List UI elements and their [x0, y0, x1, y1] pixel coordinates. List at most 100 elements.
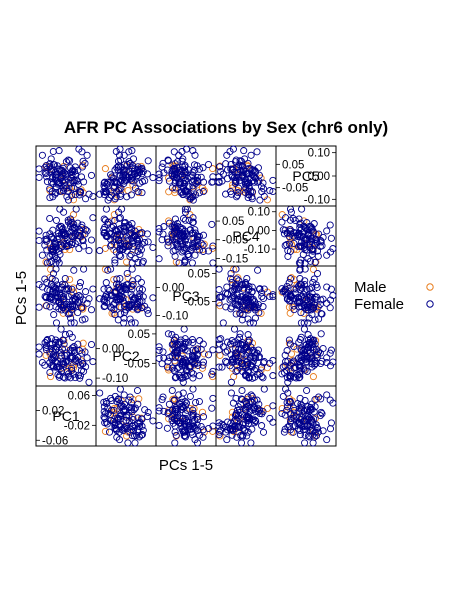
data-point-female	[103, 231, 111, 239]
data-point-female	[43, 178, 51, 186]
data-point-female	[48, 340, 56, 348]
data-point-female	[290, 232, 298, 240]
data-point-female	[158, 163, 166, 171]
data-point-female	[117, 252, 125, 260]
data-point-female	[326, 425, 335, 433]
data-point-female	[123, 269, 131, 278]
data-point-female	[180, 184, 188, 192]
tick-label: 0.05	[282, 159, 304, 171]
data-point-female	[286, 373, 294, 381]
data-point-female	[296, 220, 304, 228]
data-point-female	[128, 319, 136, 327]
data-point-female	[248, 398, 256, 406]
data-point-female	[50, 235, 58, 243]
data-point-female	[232, 156, 240, 164]
data-point-female	[193, 350, 202, 358]
data-point-female	[297, 309, 305, 317]
data-point-female	[181, 373, 189, 381]
data-point-female	[124, 439, 132, 447]
data-point-female	[67, 319, 75, 327]
tick-label: -0.02	[64, 420, 90, 432]
data-point-female	[100, 296, 108, 304]
data-point-female	[131, 294, 139, 302]
data-point-female	[69, 166, 77, 174]
data-point-female	[75, 245, 83, 253]
data-point-female	[144, 157, 152, 165]
data-point-female	[237, 439, 246, 447]
panel-PC4-vs-PC5	[215, 145, 277, 207]
data-point-female	[228, 278, 236, 286]
data-point-female	[238, 360, 246, 368]
data-point-female	[102, 205, 110, 213]
data-point-female	[165, 177, 173, 185]
data-point-female	[50, 161, 58, 169]
data-point-female	[85, 190, 93, 198]
data-point-female	[227, 269, 235, 278]
data-point-female	[258, 293, 266, 301]
data-point-female	[189, 192, 197, 200]
data-point-male	[216, 351, 224, 359]
data-point-female	[215, 299, 223, 307]
data-point-female	[227, 275, 235, 283]
data-point-female	[49, 226, 57, 234]
data-point-female	[290, 373, 298, 381]
data-point-female	[193, 439, 202, 447]
data-point-female	[164, 410, 172, 418]
data-point-female	[155, 346, 163, 354]
data-point-female	[238, 163, 246, 171]
data-point-female	[243, 294, 251, 302]
data-point-female	[196, 246, 204, 254]
data-point-male	[171, 186, 179, 194]
data-point-female	[173, 406, 181, 414]
data-point-female	[103, 180, 111, 188]
data-point-female	[163, 424, 171, 432]
data-point-female	[149, 174, 157, 182]
data-point-female	[111, 256, 119, 264]
data-point-female	[173, 340, 181, 348]
data-point-female	[80, 367, 88, 375]
data-point-female	[62, 158, 70, 166]
data-point-female	[134, 414, 142, 422]
data-point-female	[215, 286, 223, 294]
data-point-female	[294, 400, 302, 408]
data-point-female	[259, 359, 268, 367]
data-point-female	[233, 366, 241, 375]
data-point-female	[238, 169, 246, 177]
data-point-female	[46, 160, 54, 168]
data-point-female	[112, 296, 120, 304]
data-point-female	[172, 431, 180, 439]
data-point-female	[143, 306, 151, 314]
data-point-female	[281, 411, 289, 419]
data-point-female	[248, 347, 256, 355]
data-point-female	[164, 156, 172, 164]
diagonal-label-PC4: PC4	[232, 228, 259, 244]
data-point-female	[286, 410, 294, 418]
data-point-female	[302, 225, 310, 233]
data-point-female	[64, 373, 72, 381]
data-point-female	[77, 304, 86, 312]
data-point-female	[208, 404, 216, 412]
data-point-female	[223, 151, 231, 159]
data-point-female	[46, 368, 54, 377]
data-point-female	[173, 226, 181, 234]
data-point-female	[235, 422, 243, 431]
data-point-female	[58, 283, 66, 291]
data-point-female	[292, 413, 300, 421]
data-point-female	[63, 184, 71, 192]
data-point-female	[155, 228, 163, 236]
data-point-female	[171, 439, 179, 447]
data-point-female	[308, 353, 316, 362]
data-point-female	[49, 296, 57, 304]
data-point-female	[307, 352, 315, 360]
data-point-female	[82, 288, 90, 296]
data-point-female	[114, 163, 122, 171]
data-point-female	[295, 298, 303, 306]
data-point-female	[46, 194, 54, 202]
data-point-female	[52, 319, 61, 327]
data-point-female	[171, 235, 179, 244]
data-point-female	[60, 169, 68, 177]
data-point-female	[180, 325, 188, 333]
data-point-female	[75, 145, 83, 153]
data-point-female	[168, 340, 176, 349]
data-point-female	[60, 373, 68, 381]
